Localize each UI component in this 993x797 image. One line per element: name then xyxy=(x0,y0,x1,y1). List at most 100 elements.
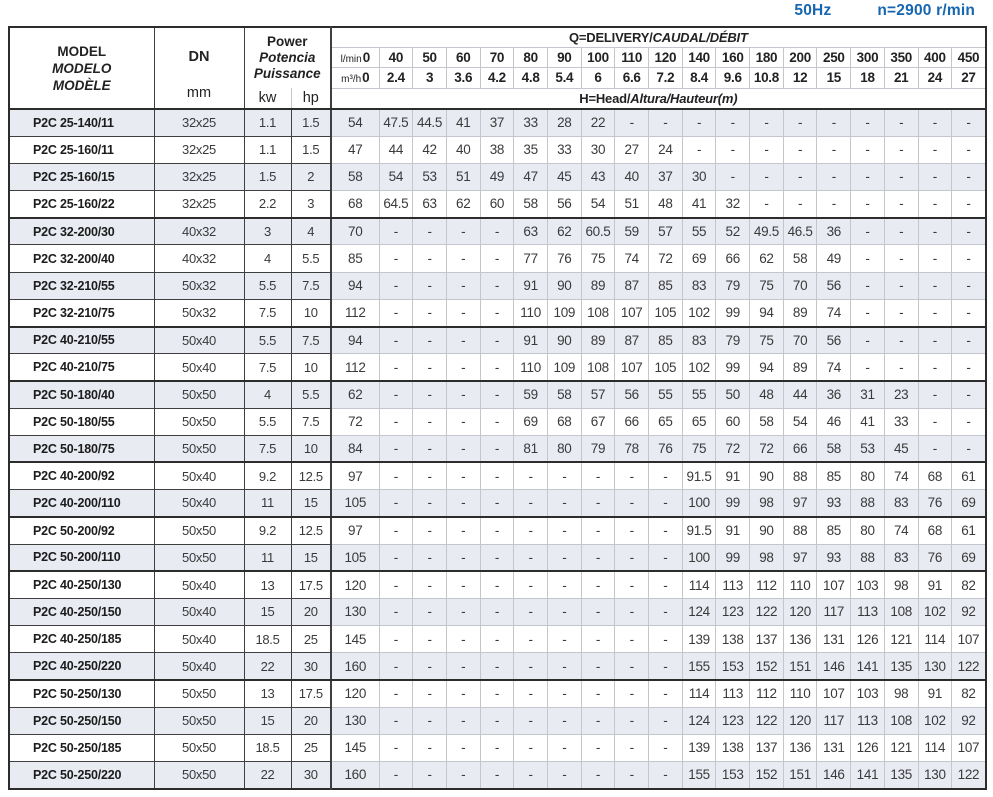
head-value-cell: 155 xyxy=(681,760,717,790)
head-value-cell: - xyxy=(917,244,953,273)
head-value-cell: 74 xyxy=(614,244,650,273)
head-value-cell: - xyxy=(648,733,683,763)
dn-cell: 32x25 xyxy=(153,162,245,192)
head-value-cell: 85 xyxy=(648,271,683,300)
head-value-cell: 120 xyxy=(782,706,818,735)
head-value-cell: 126 xyxy=(850,733,885,763)
model-cell: P2C 25-160/11 xyxy=(8,135,155,164)
head-value-cell: 72 xyxy=(749,434,784,464)
flow-lmin-cell-zero: 0 xyxy=(362,49,371,65)
head-value-cell: 61 xyxy=(951,516,987,545)
head-value-cell: - xyxy=(715,108,751,137)
table-row: P2C 40-200/110 50x40 11 15 105- - - - - - - - -100 99… xyxy=(8,489,987,518)
head-value-cell: - xyxy=(445,434,481,464)
head-value-cell: 91 xyxy=(917,570,953,599)
head-value-cell: - xyxy=(513,597,548,627)
head-value-cell: 112 xyxy=(330,298,380,328)
head-value-cell: - xyxy=(479,298,515,328)
flow-lmin-cell: 140 xyxy=(681,46,717,68)
head-value-cell: 54 xyxy=(580,190,616,219)
kw-cell: 11 xyxy=(243,543,292,573)
flow-m3h-cell: 6 xyxy=(580,66,616,89)
head-value-cell: 49 xyxy=(816,244,852,273)
head-value-cell: 141 xyxy=(850,652,885,681)
head-value-cell: - xyxy=(445,217,481,246)
head-value-cell: - xyxy=(479,706,515,735)
head-value-cell: 76 xyxy=(917,489,953,518)
head-value-cell: - xyxy=(412,570,447,599)
head-value-cell: 66 xyxy=(614,407,650,436)
head-value-cell: - xyxy=(850,217,885,246)
flow-lmin-cell: 70 xyxy=(479,46,515,68)
head-value-cell: 51 xyxy=(614,190,650,219)
head-value-cell: 66 xyxy=(782,434,818,464)
hp-cell: 5.5 xyxy=(290,244,332,273)
power-header-es: Potencia xyxy=(259,50,316,65)
head-value-cell: 54 xyxy=(378,162,414,192)
head-value-cell: - xyxy=(513,625,548,654)
head-value-cell: 89 xyxy=(580,325,616,355)
head-value-cell: 45 xyxy=(546,162,582,192)
head-value-cell: - xyxy=(479,461,515,491)
kw-cell: 1.5 xyxy=(243,162,292,192)
head-value-cell: - xyxy=(378,325,414,355)
lmin-unit-label: l/min xyxy=(340,53,362,65)
head-value-cell: 103 xyxy=(850,570,885,599)
head-value-cell: - xyxy=(614,597,650,627)
head-value-cell: - xyxy=(917,217,953,246)
flow-lmin-cell: 180 xyxy=(749,46,784,68)
head-value-cell: 68 xyxy=(546,407,582,436)
head-value-cell: 117 xyxy=(816,597,852,627)
model-cell: P2C 50-200/110 xyxy=(8,543,155,573)
head-value-cell: - xyxy=(378,407,414,436)
head-value-cell: - xyxy=(412,244,447,273)
dn-cell: 50x50 xyxy=(153,434,245,464)
dn-cell: 50x50 xyxy=(153,679,245,708)
table-row: P2C 32-200/30 40x32 3 4 70- - - -63 62 60.5 59 57 55… xyxy=(8,217,987,246)
head-value-cell: 105 xyxy=(648,298,683,328)
head-value-cell: - xyxy=(648,597,683,627)
model-cell: P2C 50-180/75 xyxy=(8,434,155,464)
head-value-cell: 69 xyxy=(951,489,987,518)
head-value-cell: - xyxy=(580,679,616,708)
head-value-cell: - xyxy=(412,407,447,436)
head-value-cell: - xyxy=(412,489,447,518)
table-row: P2C 50-180/75 50x50 7.5 10 84- - - -81 80 79 78 76 7… xyxy=(8,434,987,464)
head-value-cell: 98 xyxy=(749,543,784,573)
head-value-cell: - xyxy=(445,706,481,735)
head-value-cell: 108 xyxy=(883,597,919,627)
model-cell: P2C 32-200/30 xyxy=(8,217,155,246)
head-value-cell: 117 xyxy=(816,706,852,735)
kw-cell: 3 xyxy=(243,217,292,246)
hp-cell: 10 xyxy=(290,298,332,328)
head-value-cell: 63 xyxy=(412,190,447,219)
kw-cell: 13 xyxy=(243,570,292,599)
head-value-cell: 135 xyxy=(883,760,919,790)
head-value-cell: 112 xyxy=(749,679,784,708)
head-value-cell: - xyxy=(648,543,683,573)
dn-unit-label: mm xyxy=(186,85,212,101)
head-value-cell: 136 xyxy=(782,733,818,763)
head-value-cell: - xyxy=(917,135,953,164)
head-value-cell: 102 xyxy=(917,597,953,627)
model-cell: P2C 32-210/55 xyxy=(8,271,155,300)
head-value-cell: 58 xyxy=(546,380,582,409)
head-value-cell: 97 xyxy=(782,543,818,573)
head-value-cell: 102 xyxy=(681,353,717,382)
head-value-cell: 89 xyxy=(782,353,818,382)
head-value-cell: 108 xyxy=(580,353,616,382)
head-value-cell: 68 xyxy=(917,461,953,491)
flow-lmin-cell: 40 xyxy=(378,46,414,68)
head-value-cell: - xyxy=(951,244,987,273)
head-value-cell: 32 xyxy=(715,190,751,219)
head-value-cell: 48 xyxy=(749,380,784,409)
head-value-cell: 75 xyxy=(749,271,784,300)
head-value-cell: - xyxy=(681,135,717,164)
head-value-cell: 98 xyxy=(883,679,919,708)
dn-cell: 50x40 xyxy=(153,489,245,518)
head-value-cell: - xyxy=(883,162,919,192)
head-value-cell: - xyxy=(412,298,447,328)
head-value-cell: - xyxy=(546,760,582,790)
head-value-cell: - xyxy=(816,190,852,219)
head-value-cell: - xyxy=(445,461,481,491)
